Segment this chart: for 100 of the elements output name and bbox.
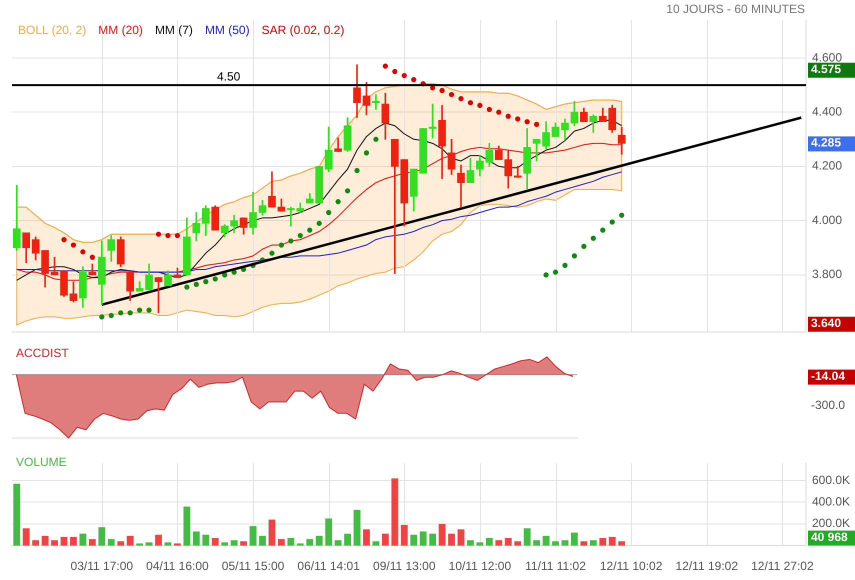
- y-tick-label: 400.0K: [812, 494, 850, 509]
- bar: [164, 542, 172, 546]
- bar: [79, 534, 86, 546]
- point: [146, 308, 152, 313]
- point: [99, 314, 104, 320]
- text: BOLL (20, 2): [18, 23, 86, 37]
- bar: [250, 526, 256, 546]
- bar: [410, 534, 418, 546]
- bar: [88, 539, 96, 546]
- point: [373, 136, 379, 142]
- bar: [580, 541, 588, 546]
- point: [156, 232, 162, 237]
- bar: [136, 543, 144, 546]
- text: SAR (0.02, 0.2): [262, 23, 344, 37]
- bar: [382, 534, 389, 546]
- bar: [212, 538, 219, 546]
- point: [458, 96, 464, 102]
- bar: [363, 529, 370, 546]
- point: [506, 114, 511, 119]
- point: [448, 92, 454, 98]
- point: [439, 88, 445, 94]
- point: [108, 312, 114, 318]
- point: [468, 100, 474, 106]
- x-tick-label: 05/11 15:00: [222, 559, 285, 574]
- bar: [495, 540, 502, 546]
- bar: [155, 534, 162, 546]
- point: [486, 106, 492, 112]
- bar: [278, 539, 285, 546]
- point: [572, 253, 578, 258]
- bar: [400, 525, 408, 546]
- bar: [571, 532, 578, 546]
- bar: [70, 536, 77, 546]
- bar: [259, 536, 266, 546]
- bar: [13, 484, 20, 546]
- bar: [240, 541, 247, 546]
- point: [128, 310, 133, 316]
- chart-title: VOLUME: [16, 455, 67, 469]
- bar: [202, 534, 210, 546]
- bar: [590, 540, 597, 546]
- bar: [334, 540, 342, 546]
- point: [543, 272, 549, 278]
- point: [269, 250, 275, 256]
- candlestick: [154, 277, 162, 314]
- bar: [438, 524, 446, 546]
- point: [477, 102, 482, 108]
- bar: [174, 543, 181, 546]
- bar: [486, 538, 493, 546]
- point: [552, 270, 558, 275]
- bar: [32, 540, 40, 546]
- bar: [268, 520, 276, 546]
- point: [61, 237, 67, 242]
- point: [194, 282, 199, 287]
- bar: [146, 542, 152, 546]
- point: [562, 262, 568, 268]
- x-tick-label: 10/11 12:00: [448, 559, 512, 574]
- candlestick: [457, 164, 465, 208]
- point: [326, 210, 332, 216]
- point: [364, 150, 370, 156]
- x-tick-label: 12/11 19:02: [675, 559, 738, 574]
- x-tick-label: 12/11 10:02: [600, 559, 663, 574]
- chart-title: ACCDIST: [16, 346, 69, 360]
- x-tick-label: 11/11 11:02: [525, 559, 586, 574]
- point: [392, 68, 398, 74]
- point: [344, 188, 350, 194]
- point: [411, 77, 416, 82]
- bar: [354, 510, 360, 546]
- bar: [533, 540, 540, 546]
- text: 4.575: [811, 62, 842, 76]
- bar: [316, 536, 323, 546]
- bar: [230, 540, 238, 546]
- bar: [51, 540, 58, 546]
- bar: [391, 478, 398, 546]
- point: [298, 232, 303, 238]
- bar: [306, 539, 314, 546]
- bar: [504, 538, 512, 546]
- text: MM (50): [204, 23, 250, 37]
- bar: [98, 527, 106, 546]
- point: [524, 119, 530, 124]
- text: -14.04: [811, 368, 846, 383]
- bar: [192, 532, 200, 546]
- bar: [108, 539, 115, 546]
- y-tick-label: 200.0K: [812, 516, 850, 530]
- text: 4.285: [811, 136, 842, 150]
- bar: [126, 536, 134, 546]
- bar: [542, 536, 550, 546]
- bar: [287, 538, 294, 546]
- point: [402, 72, 407, 78]
- text: 3.640: [811, 316, 842, 330]
- bar: [524, 528, 531, 546]
- point: [619, 212, 624, 218]
- point: [203, 279, 208, 284]
- point: [288, 238, 294, 244]
- x-tick-label: 09/11 13:00: [373, 559, 436, 574]
- point: [316, 220, 322, 226]
- point: [70, 242, 76, 248]
- bar: [448, 534, 455, 546]
- point: [137, 308, 142, 313]
- point: [212, 276, 218, 282]
- bar: [22, 528, 30, 546]
- bar: [344, 534, 351, 546]
